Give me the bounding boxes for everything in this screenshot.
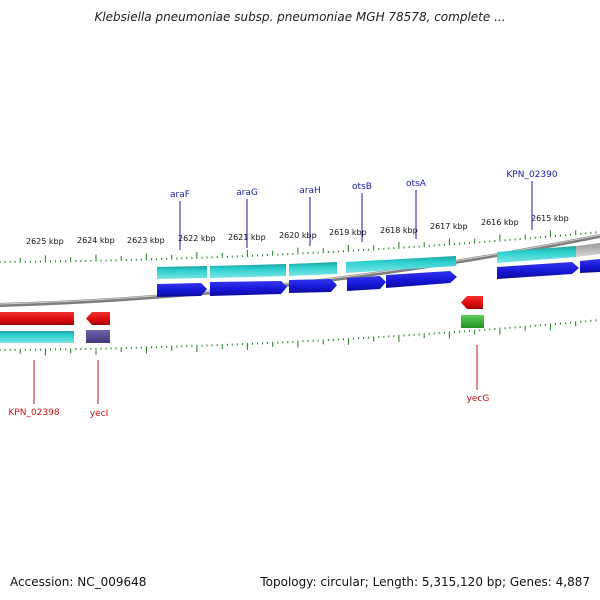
top-ticks (0, 230, 597, 263)
gene-label-otsB: otsB (352, 182, 372, 192)
gene-label-yecG: yecG (467, 394, 490, 404)
cds-block (346, 256, 456, 273)
reverse-cds-block (0, 331, 74, 343)
forward-gene-otsA[interactable] (386, 271, 457, 288)
top-scale-labels: 2625 kbp 2624 kbp 2623 kbp 2622 kbp 2621… (26, 214, 569, 246)
forward-gene-labels: araF araG araH otsB otsA KPN_02390 (170, 170, 558, 200)
scale-label: 2622 kbp (178, 234, 216, 243)
reverse-feature-purple (86, 330, 110, 343)
forward-cds-track (157, 243, 600, 279)
forward-gene-KPN_02390[interactable] (497, 262, 579, 279)
scale-label: 2624 kbp (77, 236, 115, 245)
scale-label: 2616 kbp (481, 218, 519, 227)
forward-gene-araF[interactable] (157, 283, 207, 297)
topology-info: Topology: circular; Length: 5,315,120 bp… (260, 575, 590, 589)
gene-label-KPN_02398: KPN_02398 (8, 408, 59, 418)
scale-label: 2619 kbp (329, 228, 367, 237)
gene-label-araH: araH (299, 186, 321, 196)
gene-label-otsA: otsA (406, 179, 427, 189)
scale-label: 2617 kbp (430, 222, 468, 231)
reverse-feature-green (461, 315, 484, 328)
cds-block (210, 264, 286, 278)
scale-label: 2625 kbp (26, 237, 64, 246)
forward-gene-track (157, 259, 600, 297)
forward-label-lines (179, 181, 533, 250)
cds-block-gray (576, 243, 600, 257)
scale-label: 2620 kbp (279, 231, 317, 240)
forward-gene-otsB[interactable] (347, 276, 386, 291)
gene-label-araG: araG (236, 188, 258, 198)
forward-gene-araH[interactable] (289, 279, 337, 293)
forward-gene-araG[interactable] (210, 281, 287, 296)
reverse-gene-yecI[interactable] (86, 312, 110, 325)
reverse-gene-labels: KPN_02398 yecI yecG (8, 394, 489, 419)
bottom-ticks (0, 319, 597, 356)
cds-block (157, 266, 207, 279)
accession-info: Accession: NC_009648 (10, 575, 147, 589)
reverse-label-lines (33, 345, 478, 404)
scale-label: 2615 kbp (531, 214, 569, 223)
gene-label-KPN_02390: KPN_02390 (506, 170, 557, 180)
scale-label: 2623 kbp (127, 236, 165, 245)
forward-gene-next[interactable] (580, 259, 600, 273)
reverse-gene-yecG[interactable] (461, 296, 483, 309)
gene-label-yecI: yecI (90, 409, 108, 419)
map-title: Klebsiella pneumoniae subsp. pneumoniae … (94, 10, 506, 24)
cds-block (289, 262, 337, 276)
gene-label-araF: araF (170, 190, 190, 200)
reverse-gene-track (0, 296, 484, 343)
scale-label: 2618 kbp (380, 226, 418, 235)
reverse-gene-KPN_02398[interactable] (0, 312, 74, 325)
cds-block (497, 246, 576, 263)
